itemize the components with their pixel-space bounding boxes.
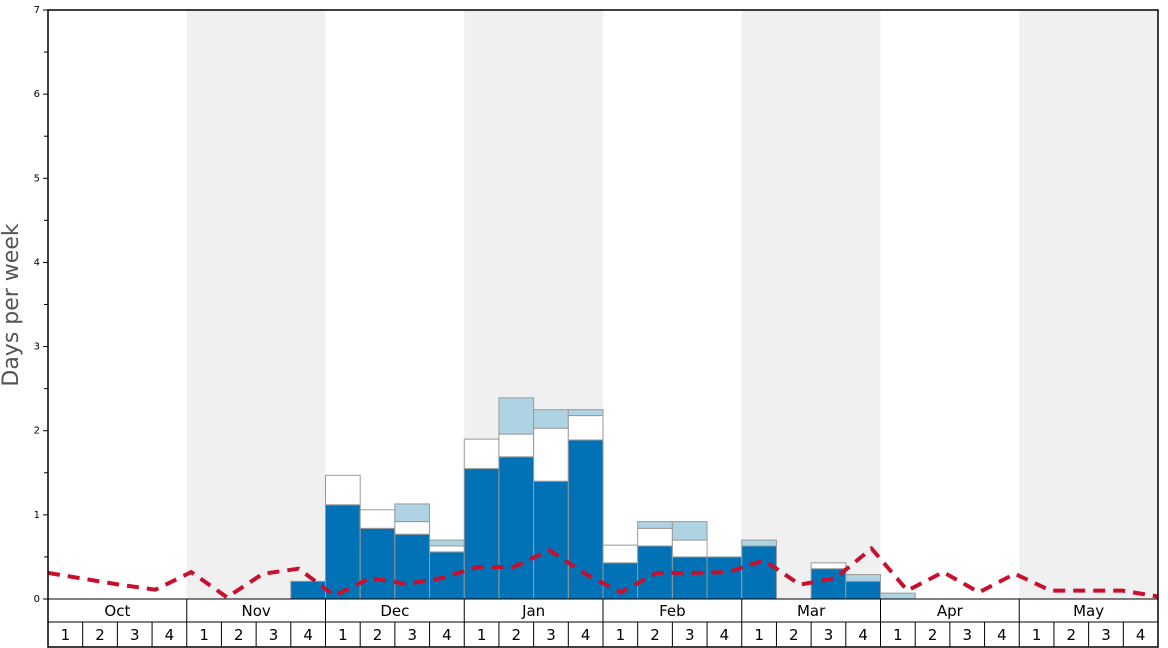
bar-segment [741, 545, 777, 600]
bar-segment [845, 574, 881, 582]
x-tick-label: 1 [338, 626, 348, 644]
x-tick-label: 3 [407, 626, 417, 644]
x-tick-label: 4 [720, 626, 730, 644]
bar-segment [706, 556, 743, 600]
month-shade [741, 10, 881, 599]
bar-segment [880, 592, 916, 600]
x-tick-label: 3 [269, 626, 279, 644]
bar-segment [533, 480, 569, 600]
x-tick-label: 1 [199, 626, 209, 644]
month-label: Nov [241, 602, 270, 620]
bar-segment [567, 415, 604, 441]
x-tick-label: 2 [789, 626, 799, 644]
month-label: Feb [659, 602, 686, 620]
x-tick-label: 3 [546, 626, 556, 644]
bar-segment [290, 580, 326, 600]
month-shade [1019, 10, 1158, 599]
y-tick-label: 6 [34, 89, 40, 100]
trend-line [47, 545, 1159, 600]
bar-segment [498, 397, 535, 435]
x-tick-label: 1 [1032, 626, 1042, 644]
y-tick-label: 5 [34, 173, 40, 184]
x-tick-label: 3 [824, 626, 834, 644]
bar-segment [394, 503, 431, 523]
bar-segment [429, 539, 465, 547]
y-tick-label: 2 [34, 426, 40, 437]
x-tick-label: 4 [303, 626, 313, 644]
y-axis-label: Days per week [0, 223, 24, 386]
bar-segment [325, 504, 361, 600]
x-tick-label: 3 [685, 626, 695, 644]
month-label: May [1073, 602, 1104, 620]
y-tick-label: 0 [34, 594, 40, 605]
bar-segment [463, 438, 500, 470]
x-tick-label: 3 [130, 626, 140, 644]
x-tick-label: 2 [95, 626, 105, 644]
x-tick-label: 2 [1067, 626, 1077, 644]
month-label: Mar [797, 602, 826, 620]
bar-segment [637, 521, 673, 529]
x-tick-label: 2 [234, 626, 244, 644]
bar-segment [741, 539, 777, 547]
bar-segment [359, 527, 396, 600]
bar-segment [533, 409, 569, 429]
month-shade [186, 10, 326, 599]
bar-segment [810, 562, 847, 570]
x-tick-label: 4 [165, 626, 175, 644]
bar-segment [359, 509, 396, 529]
y-tick-label: 3 [34, 342, 40, 353]
bar-segment [498, 433, 535, 458]
x-tick-label: 2 [928, 626, 938, 644]
x-tick-label: 4 [442, 626, 452, 644]
x-tick-label: 1 [61, 626, 71, 644]
x-tick-label: 1 [754, 626, 764, 644]
y-tick-label: 1 [34, 510, 40, 521]
bar-segment [394, 533, 431, 600]
bar-segment [463, 468, 500, 600]
month-label: Jan [521, 602, 545, 620]
x-tick-label: 1 [893, 626, 903, 644]
x-tick-label: 4 [1136, 626, 1146, 644]
bar-segment [394, 521, 431, 535]
bar-segment [429, 545, 465, 553]
x-tick-label: 2 [650, 626, 660, 644]
x-tick-label: 4 [581, 626, 591, 644]
bar-segment [429, 551, 465, 600]
x-tick-label: 2 [373, 626, 383, 644]
y-tick-label: 7 [34, 5, 40, 16]
bar-segment [602, 544, 639, 564]
x-tick-label: 4 [858, 626, 868, 644]
bar-segment [671, 521, 708, 541]
bar-segment [671, 556, 708, 600]
y-tick-label: 4 [34, 257, 40, 268]
bar-segment [567, 409, 604, 417]
x-tick-label: 2 [512, 626, 522, 644]
x-tick-label: 4 [997, 626, 1007, 644]
bar-segment [845, 580, 881, 600]
x-tick-label: 3 [962, 626, 972, 644]
month-label: Apr [937, 602, 964, 620]
bar-segment [325, 474, 361, 506]
month-label: Oct [104, 602, 130, 620]
bar-segment [498, 456, 535, 600]
x-tick-label: 3 [1101, 626, 1111, 644]
x-tick-label: 1 [477, 626, 487, 644]
bar-segment [671, 539, 708, 558]
month-label: Dec [380, 602, 409, 620]
bar-segment [637, 527, 673, 547]
x-tick-label: 1 [616, 626, 626, 644]
bar-segment [533, 427, 569, 482]
